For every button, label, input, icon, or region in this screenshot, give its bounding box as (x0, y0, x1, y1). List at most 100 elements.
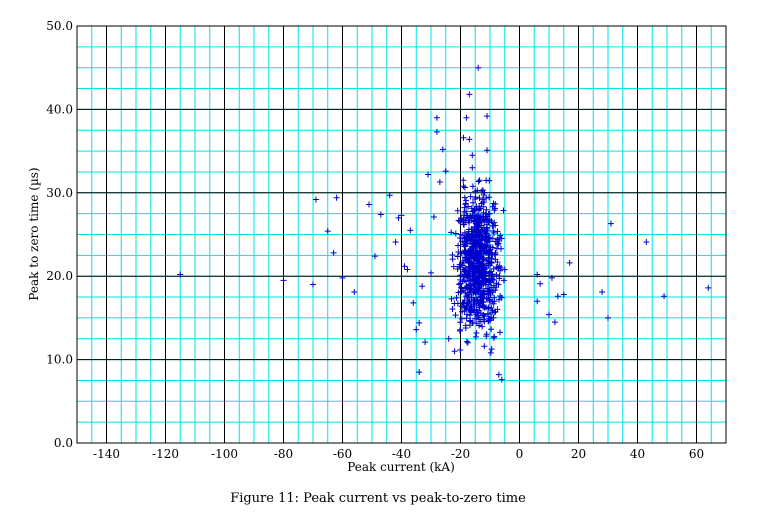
data-point (469, 164, 476, 171)
data-point (490, 200, 497, 207)
data-point (456, 281, 463, 288)
data-point (448, 229, 455, 236)
data-point (461, 204, 468, 211)
data-point (468, 294, 475, 301)
data-point (469, 265, 476, 272)
data-point (457, 319, 464, 326)
data-point (488, 259, 495, 266)
data-point (464, 238, 471, 245)
data-point (605, 314, 611, 321)
data-point (467, 317, 474, 324)
data-point (407, 227, 414, 234)
data-point (459, 308, 466, 315)
data-point (465, 273, 472, 280)
data-point (487, 244, 494, 251)
data-point (661, 293, 668, 300)
data-point (483, 241, 490, 248)
x-axis-ticks: -140 -120 -100 -80 -60 -40 -20 0 20 40 60 (93, 447, 704, 461)
data-point (457, 234, 464, 241)
data-point (471, 288, 478, 295)
y-axis-label: Peak to zero time (µs) (27, 167, 41, 300)
data-point (454, 253, 461, 260)
data-point (454, 300, 461, 307)
data-point (466, 91, 473, 98)
data-point (280, 277, 287, 284)
data-point (466, 219, 473, 226)
data-point (386, 192, 393, 199)
data-point (491, 219, 498, 226)
data-point (483, 295, 490, 302)
data-point (463, 338, 470, 345)
x-axis-label: Peak current (kA) (347, 460, 455, 474)
x-tick-label: -40 (392, 447, 411, 461)
data-point (468, 282, 475, 289)
data-point (467, 193, 474, 200)
data-point (177, 271, 184, 278)
data-point (457, 326, 464, 333)
figure-caption: Figure 11: Peak current vs peak-to-zero … (230, 491, 526, 506)
data-point (462, 200, 469, 207)
major-grid (77, 25, 726, 444)
data-point (464, 274, 471, 281)
data-points (177, 64, 712, 383)
y-tick-label: 20.0 (46, 269, 73, 283)
x-tick-label: -20 (451, 447, 470, 461)
data-point (450, 263, 457, 270)
data-point (476, 219, 483, 226)
data-point (473, 203, 480, 210)
data-point (479, 254, 486, 261)
data-point (486, 177, 493, 184)
x-tick-label: -140 (93, 447, 120, 461)
data-point (351, 289, 358, 296)
data-point (475, 272, 482, 279)
data-point (483, 331, 490, 338)
data-point (551, 319, 558, 326)
data-point (463, 255, 470, 262)
data-point (460, 177, 467, 184)
data-point (469, 152, 476, 159)
data-point (476, 232, 483, 239)
data-point (492, 249, 499, 256)
data-point (458, 271, 465, 278)
data-point (482, 276, 489, 283)
data-point (465, 228, 472, 235)
data-point (476, 284, 483, 291)
data-point (485, 217, 492, 224)
data-point (442, 168, 449, 175)
data-point (548, 274, 555, 281)
data-point (497, 245, 504, 252)
data-point (476, 314, 483, 321)
data-point (330, 249, 337, 256)
data-point (452, 312, 459, 319)
data-point (480, 231, 487, 238)
data-point (476, 322, 483, 329)
data-point (490, 222, 497, 229)
data-point (463, 212, 470, 219)
data-point (461, 243, 468, 250)
data-point (481, 343, 488, 350)
data-point (471, 302, 478, 309)
data-point (489, 235, 496, 242)
data-point (476, 194, 483, 201)
data-point (486, 216, 493, 223)
data-point (455, 217, 462, 224)
data-point (463, 311, 470, 318)
data-point (467, 281, 474, 288)
data-point (471, 255, 478, 262)
data-point (496, 275, 503, 282)
y-tick-label: 40.0 (46, 102, 73, 116)
data-point (419, 283, 426, 290)
data-point (477, 241, 484, 248)
data-point (487, 279, 494, 286)
data-point (466, 306, 473, 313)
data-point (479, 298, 486, 305)
data-point (436, 178, 443, 185)
data-point (501, 266, 508, 273)
data-point (643, 239, 650, 246)
data-point (470, 270, 477, 277)
data-point (481, 218, 488, 225)
data-point (466, 298, 473, 305)
data-point (475, 300, 482, 307)
data-point (483, 194, 490, 201)
